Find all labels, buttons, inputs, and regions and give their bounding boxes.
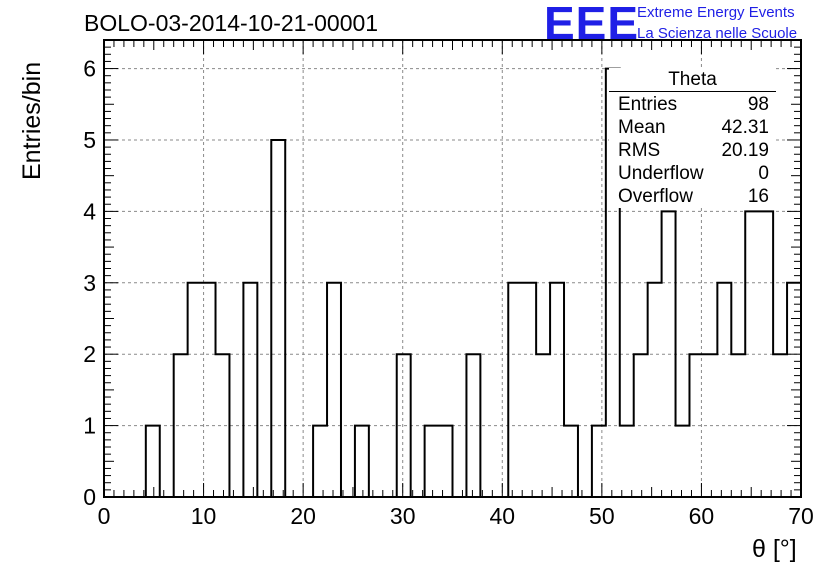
histogram-bin [188, 283, 202, 497]
x-axis-label: θ [°] [752, 535, 797, 563]
histogram-bin [731, 354, 745, 497]
histogram-bin [564, 426, 578, 497]
histogram-bin [522, 283, 536, 497]
histogram-bin [648, 283, 662, 497]
stats-value: 16 [747, 186, 769, 207]
y-axis-ticks: 0 1 2 3 4 5 6 [83, 39, 801, 510]
stats-row-mean: Mean 42.31 [609, 116, 776, 139]
y-tick-label: 5 [83, 127, 96, 153]
x-tick-label: 0 [98, 503, 111, 529]
y-tick-label: 2 [83, 341, 96, 367]
x-tick-label: 30 [390, 503, 416, 529]
histogram-bin [355, 426, 369, 497]
stats-label: Mean [618, 117, 666, 138]
stats-row-underflow: Underflow 0 [609, 162, 776, 185]
y-tick-label: 4 [83, 198, 96, 224]
y-tick-label: 1 [83, 413, 96, 439]
histogram-bin [620, 426, 634, 497]
histogram-bin [271, 140, 285, 497]
histogram-bin [425, 426, 439, 497]
histogram-line [104, 67, 801, 498]
histogram-bin [592, 426, 606, 497]
histogram-bin [550, 283, 564, 497]
stats-value: 98 [747, 94, 769, 115]
y-tick-label: 6 [83, 56, 96, 82]
histogram-bin [439, 426, 453, 497]
chart-title: BOLO-03-2014-10-21-00001 [84, 10, 379, 36]
histogram-bin [676, 426, 690, 497]
x-axis-ticks: 0 10 20 30 40 50 60 70 [98, 40, 814, 529]
stats-row-entries: Entries 98 [609, 93, 776, 116]
histogram-bin [174, 354, 188, 497]
stats-title: Theta [609, 68, 776, 92]
stats-row-overflow: Overflow 16 [609, 185, 776, 208]
x-tick-label: 70 [788, 503, 814, 529]
stats-value: 20.19 [721, 140, 769, 161]
x-tick-label: 20 [290, 503, 316, 529]
eee-logo: EEE [544, 0, 640, 49]
stats-box: Theta Entries 98 Mean 42.31 RMS 20.19 Under… [609, 68, 776, 208]
histogram-bin [243, 283, 257, 497]
brand-line-1: Extreme Energy Events [637, 4, 795, 21]
histogram-bin [216, 354, 230, 497]
x-tick-label: 60 [689, 503, 715, 529]
y-tick-label: 0 [83, 484, 96, 510]
brand-line-2: La Scienza nelle Scuole [637, 25, 798, 42]
stats-label: Entries [618, 94, 678, 115]
histogram-bin [717, 283, 731, 497]
stats-value: 42.31 [721, 117, 769, 138]
stats-label: Underflow [618, 163, 704, 184]
histogram-bin [327, 283, 341, 497]
stats-label: RMS [618, 140, 661, 161]
stats-label: Overflow [618, 186, 693, 207]
stats-row-rms: RMS 20.19 [609, 139, 776, 162]
x-tick-label: 10 [191, 503, 217, 529]
histogram-bin [508, 283, 522, 497]
histogram-bin [146, 426, 160, 497]
x-tick-label: 50 [589, 503, 615, 529]
y-tick-label: 3 [83, 270, 96, 296]
y-axis-label: Entries/bin [18, 61, 46, 180]
histogram-bin [313, 426, 327, 497]
x-tick-label: 40 [489, 503, 515, 529]
stats-value: 0 [758, 163, 769, 184]
